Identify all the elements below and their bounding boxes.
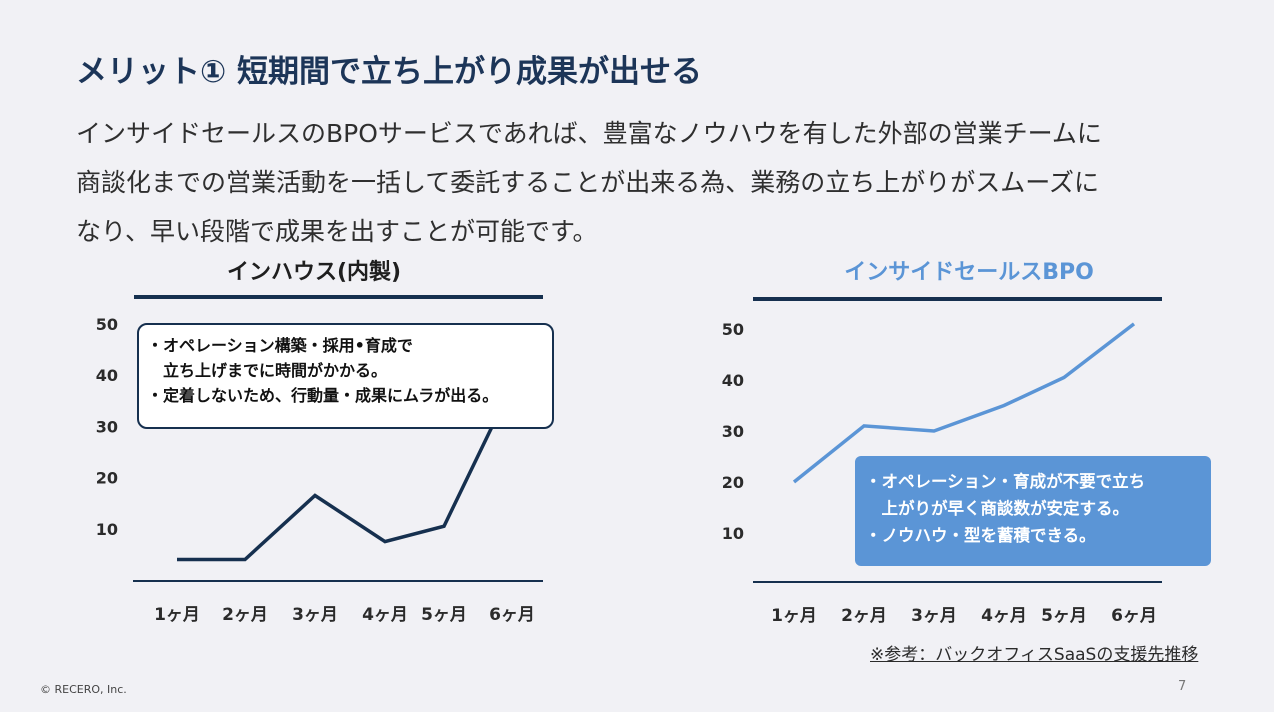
y-tick-inhouse: 30: [96, 417, 118, 436]
body-line-1: インサイドセールスのBPOサービスであれば、豊富なノウハウを有した外部の営業チー…: [76, 119, 1102, 148]
callout-inhouse-line-2: 立ち上げまでに時間がかかる。: [147, 361, 388, 380]
y-tick-inhouse: 50: [96, 315, 118, 334]
x-tick-inhouse: 6ヶ月: [489, 605, 535, 625]
y-tick-inhouse: 40: [96, 366, 118, 385]
y-tick-bpo: 40: [722, 371, 744, 390]
callout-bpo-line-3: ・ノウハウ・型を蓄積できる。: [865, 526, 1096, 545]
x-tick-bpo: 2ヶ月: [841, 606, 887, 626]
title-rule-bpo: [753, 297, 1162, 301]
y-tick-inhouse: 10: [96, 520, 118, 539]
x-tick-inhouse: 5ヶ月: [421, 605, 467, 625]
reference-note: ※参考：バックオフィスSaaSの支援先推移: [870, 645, 1199, 665]
body-line-2: 商談化までの営業活動を一括して委託することが出来る為、業務の立ち上がりがスムーズ…: [76, 168, 1100, 197]
slide-heading: メリット① 短期間で立ち上がり成果が出せる: [76, 54, 703, 90]
chart-title-inhouse: インハウス(内製): [226, 260, 402, 285]
x-tick-inhouse: 3ヶ月: [292, 605, 338, 625]
copyright: © RECERO, Inc.: [40, 683, 127, 696]
chart-title-bpo: インサイドセールスBPO: [844, 260, 1094, 285]
x-tick-bpo: 4ヶ月: [981, 606, 1027, 626]
y-tick-inhouse: 20: [96, 469, 118, 488]
page-number: 7: [1178, 679, 1187, 694]
y-tick-bpo: 10: [722, 524, 744, 543]
y-tick-bpo: 50: [722, 320, 744, 339]
y-tick-bpo: 30: [722, 422, 744, 441]
callout-inhouse-line-1: ・オペレーション構築・採用•育成で: [147, 336, 413, 355]
title-rule-inhouse: [134, 295, 543, 299]
callout-bpo-line-1: ・オペレーション・育成が不要で立ち: [865, 472, 1146, 491]
x-tick-bpo: 3ヶ月: [911, 606, 957, 626]
callout-bpo-line-2: 上がりが早く商談数が安定する。: [865, 499, 1130, 518]
x-tick-inhouse: 1ヶ月: [154, 605, 200, 625]
x-tick-inhouse: 2ヶ月: [222, 605, 268, 625]
series-line-inhouse: [177, 384, 514, 562]
series-line-bpo: [792, 322, 1136, 484]
x-tick-bpo: 5ヶ月: [1041, 606, 1087, 626]
callout-inhouse-line-3: ・定着しないため、行動量・成果にムラが出る。: [147, 386, 499, 405]
x-tick-bpo: 1ヶ月: [771, 606, 817, 626]
x-tick-bpo: 6ヶ月: [1111, 606, 1157, 626]
y-tick-bpo: 20: [722, 473, 744, 492]
x-tick-inhouse: 4ヶ月: [362, 605, 408, 625]
callout-bpo: ・オペレーション・育成が不要で立ち 上がりが早く商談数が安定する。 ・ノウハウ・…: [855, 456, 1211, 566]
callout-inhouse: ・オペレーション構築・採用•育成で 立ち上げまでに時間がかかる。 ・定着しないた…: [137, 323, 554, 429]
body-line-3: なり、早い段階で成果を出すことが可能です。: [76, 217, 598, 246]
